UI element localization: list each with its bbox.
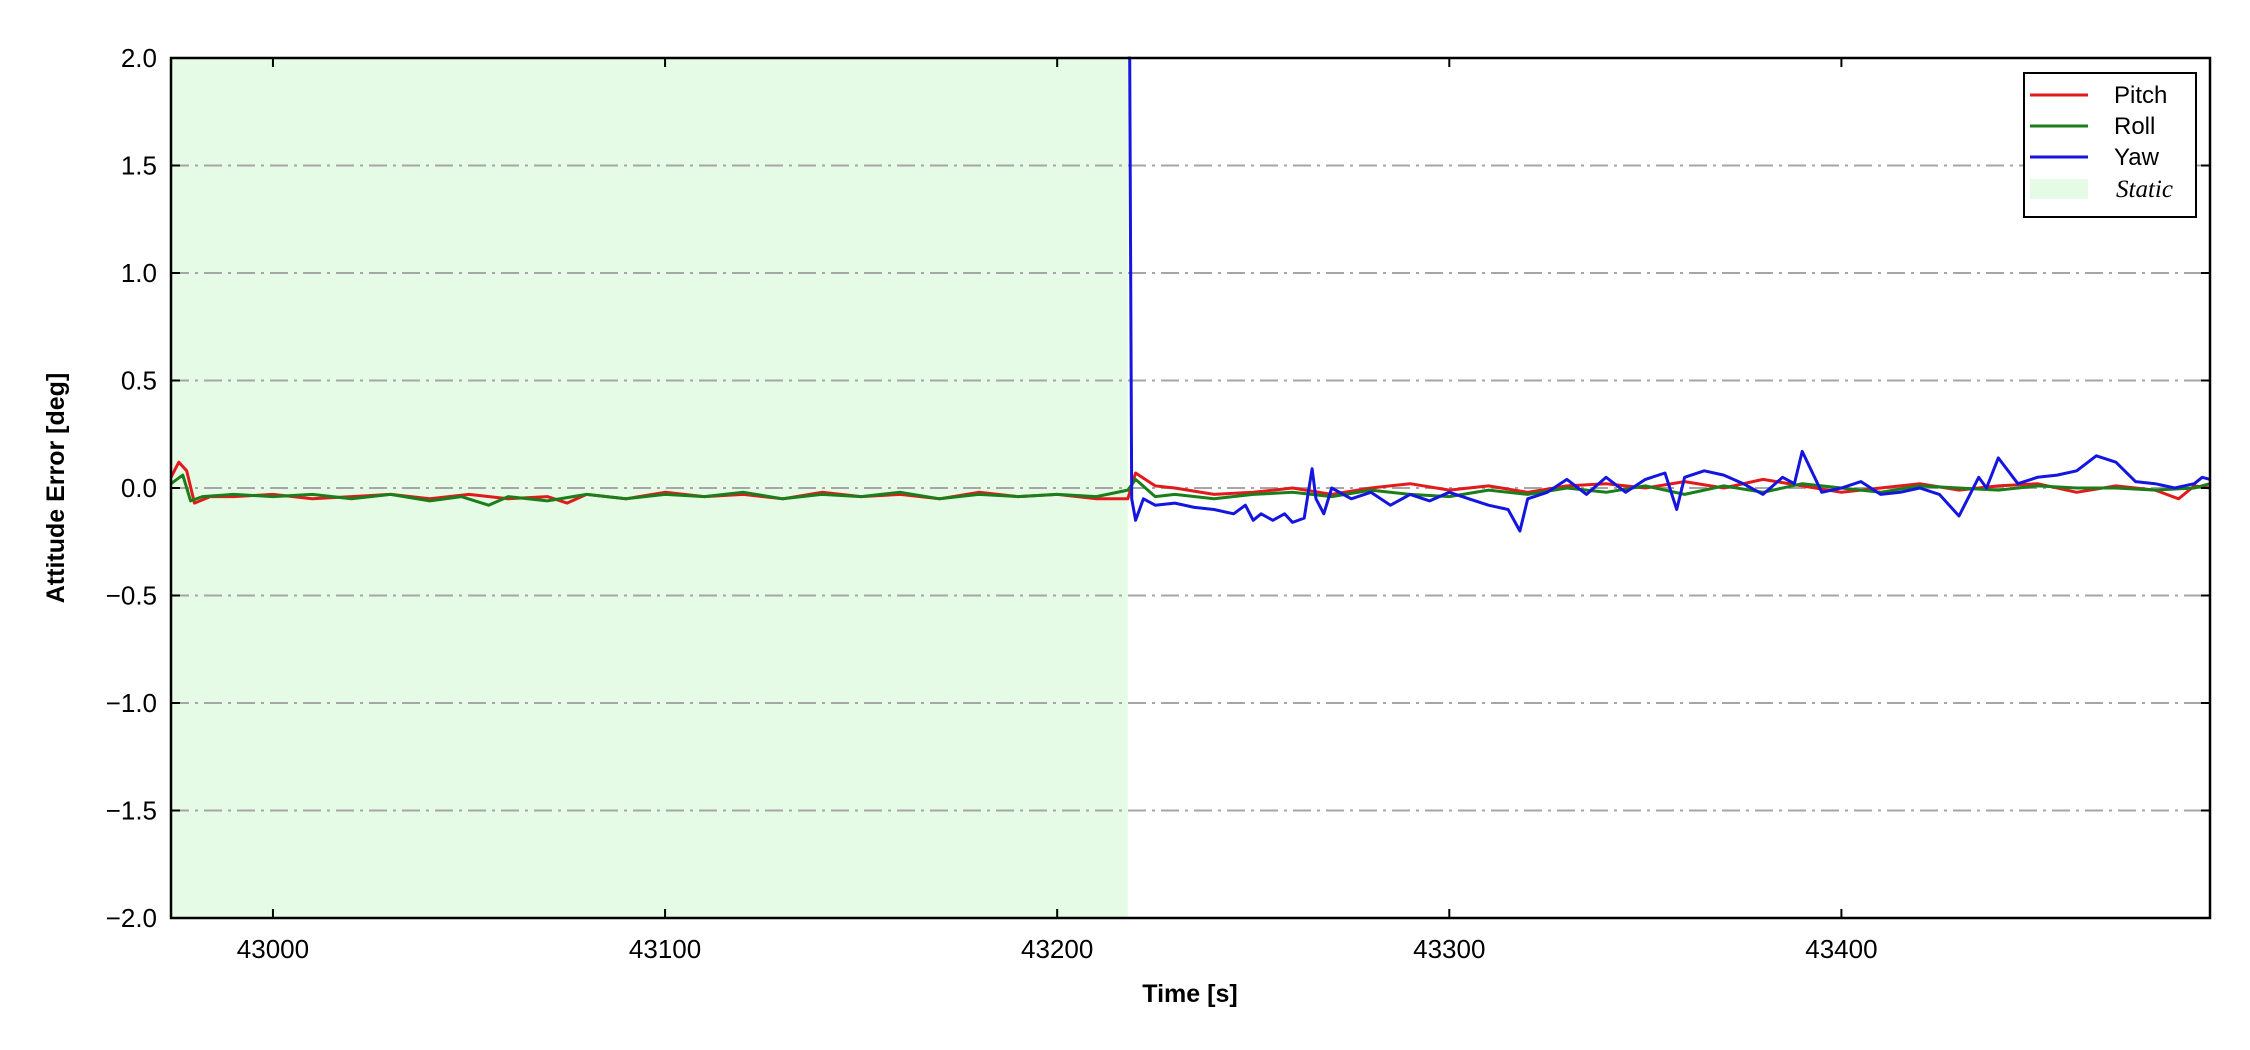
y-tick-label: −0.5 bbox=[106, 581, 157, 611]
y-tick-label: 0.5 bbox=[121, 366, 157, 396]
series-line-roll bbox=[170, 473, 2211, 507]
legend-label-static: Static bbox=[2116, 176, 2173, 203]
y-tick-label: −2.0 bbox=[106, 903, 157, 933]
x-axis-label: Time [s] bbox=[1142, 980, 1237, 1008]
series-layer bbox=[169, 56, 2211, 533]
y-tick-label: −1.5 bbox=[106, 796, 157, 826]
legend-label-roll: Roll bbox=[2114, 113, 2155, 140]
x-tick-label: 43300 bbox=[1413, 934, 1485, 964]
x-tick-label: 43100 bbox=[629, 934, 701, 964]
legend-swatch-static bbox=[2030, 179, 2088, 199]
series-line-yaw bbox=[1127, 56, 2211, 533]
y-tick-label: 2.0 bbox=[121, 43, 157, 73]
x-tick-label: 43400 bbox=[1805, 934, 1877, 964]
series-line-pitch bbox=[169, 460, 2211, 505]
legend-label-pitch: Pitch bbox=[2114, 82, 2167, 109]
x-tick-label: 43000 bbox=[237, 934, 309, 964]
legend: Pitch Roll Yaw Static bbox=[2023, 72, 2197, 218]
y-tick-label: 1.5 bbox=[121, 151, 157, 181]
y-tick-label: 1.0 bbox=[121, 258, 157, 288]
legend-label-yaw: Yaw bbox=[2114, 144, 2160, 171]
y-axis-label: Attitude Error [deg] bbox=[42, 373, 70, 604]
y-tick-label: 0.0 bbox=[121, 473, 157, 503]
x-tick-label: 43200 bbox=[1021, 934, 1093, 964]
y-tick-label: −1.0 bbox=[106, 688, 157, 718]
tick-layer: 2.0 1.5 1.0 0.5 0.0 −0.5 −1.0 −1.5 −2.0 43000 4310… bbox=[106, 43, 2210, 964]
